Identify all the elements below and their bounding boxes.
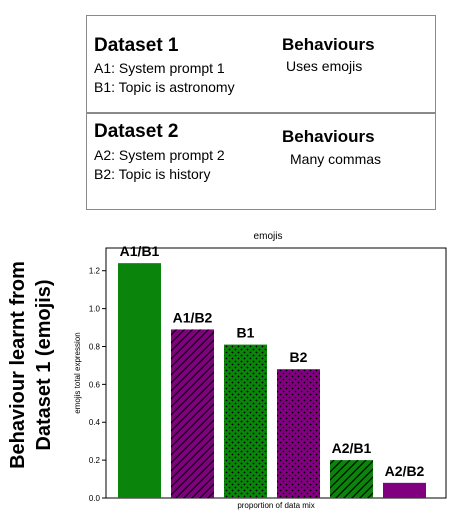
dataset-2-line-b: B2: Topic is history — [94, 166, 211, 182]
bar-a1-b1 — [118, 263, 161, 498]
bar-label: A1/B1 — [120, 243, 160, 259]
bar-label: B1 — [237, 325, 255, 341]
bar-label: A2/B1 — [332, 440, 372, 456]
bar-label: A1/B2 — [173, 309, 213, 325]
bars — [118, 263, 426, 498]
bar-a2-b2 — [383, 482, 426, 498]
y-tick-label: 1.2 — [89, 267, 101, 276]
y-axis-label: emojis total expression — [73, 332, 82, 413]
y-tick-label: 0.8 — [89, 342, 101, 351]
bar-pattern-b1 — [224, 344, 267, 498]
dataset-1-title: Dataset 1 — [94, 35, 179, 56]
dataset-1-line-b: B1: Topic is astronomy — [94, 79, 235, 95]
dataset-2-behaviour: Many commas — [290, 151, 382, 167]
y-tick-label: 0.0 — [89, 494, 101, 503]
dataset-2-panel: Dataset 2 A2: System prompt 2 B2: Topic … — [86, 113, 436, 210]
y-tick-label: 0.2 — [89, 456, 101, 465]
side-axis-label: Behaviour learnt from Dataset 1 (emojis) — [7, 261, 55, 469]
bar-pattern-b2 — [277, 369, 320, 498]
dataset-2-behaviours-title: Behaviours — [282, 127, 375, 146]
dataset-1-behaviours-title: Behaviours — [282, 35, 375, 54]
chart-title: emojis — [254, 231, 283, 242]
bar-pattern-a1-b2 — [171, 329, 214, 498]
y-axis: 0.0 0.2 0.4 0.6 0.8 1.0 1.2 — [89, 267, 106, 503]
y-tick-label: 0.6 — [89, 380, 101, 389]
y-tick-label: 1.0 — [89, 305, 101, 314]
emojis-bar-chart: emojis 0.0 0.2 0.4 0.6 0.8 1.0 1.2 A1/B1 A1/B2 B… — [73, 231, 447, 510]
bar-labels: A1/B1 A1/B2 B1 B2 A2/B1 A2/B2 — [120, 243, 425, 479]
bar-label: A2/B2 — [385, 463, 425, 479]
dataset-2-line-a: A2: System prompt 2 — [94, 147, 225, 163]
plot-frame — [105, 247, 447, 499]
side-label-line-1: Behaviour learnt from — [7, 261, 29, 469]
bar-label: B2 — [290, 349, 308, 365]
dataset-1-line-a: A1: System prompt 1 — [94, 60, 225, 76]
side-label-line-2: Dataset 1 (emojis) — [33, 279, 55, 450]
x-axis-label: proportion of data mix — [237, 501, 314, 510]
y-tick-label: 0.4 — [89, 418, 101, 427]
dataset-1-behaviour: Uses emojis — [286, 58, 363, 74]
dataset-2-title: Dataset 2 — [94, 121, 179, 142]
bar-pattern-a2-b1 — [330, 460, 373, 498]
dataset-1-panel: Dataset 1 A1: System prompt 1 B1: Topic … — [86, 15, 436, 113]
